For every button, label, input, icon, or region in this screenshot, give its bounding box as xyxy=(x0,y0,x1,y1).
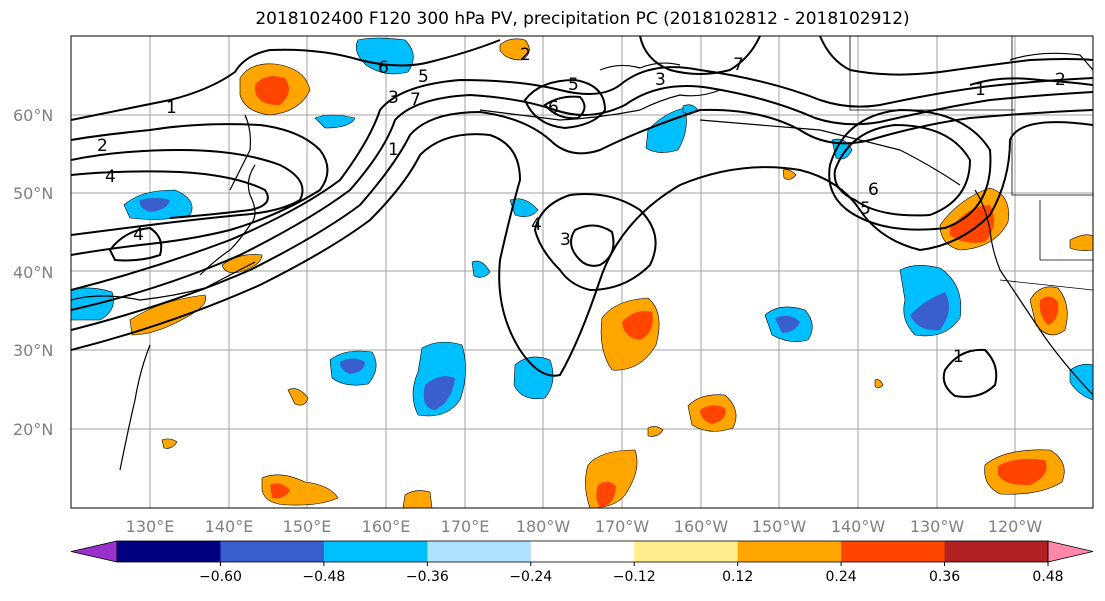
colorbar-tick-label: 0.36 xyxy=(929,569,960,585)
contour-label: 3 xyxy=(655,70,666,90)
colorbar-tick-label: −0.36 xyxy=(406,569,449,585)
contour-label: 1 xyxy=(953,347,964,367)
contour-label: 3 xyxy=(560,230,571,250)
colorbar xyxy=(70,540,1094,563)
colorbar-segment xyxy=(944,541,1049,562)
colorbar-tick-label: 0.12 xyxy=(722,569,753,585)
contour-label: 1 xyxy=(388,140,399,160)
colorbar-segment xyxy=(117,541,221,562)
contour-label: 5 xyxy=(860,199,871,219)
contour-label: 2 xyxy=(520,45,531,65)
lon-label: 160°W xyxy=(674,517,729,536)
contour-label: 6 xyxy=(868,180,879,200)
colorbar-tick-label: −0.60 xyxy=(199,569,242,585)
map-frame xyxy=(70,35,1094,509)
lat-label: 20°N xyxy=(13,420,53,439)
colorbar-tick-label: −0.12 xyxy=(613,569,656,585)
lon-label: 140°W xyxy=(831,517,886,536)
colorbar-tick-label: −0.48 xyxy=(302,569,345,585)
precip-shading xyxy=(71,37,1093,508)
contour-label: 4 xyxy=(105,167,116,187)
colorbar-frame xyxy=(116,540,1049,563)
coastlines xyxy=(71,52,1093,471)
lon-label: 150°W xyxy=(752,517,807,536)
contour-label: 5 xyxy=(418,67,429,87)
colorbar-segment xyxy=(323,541,428,562)
lon-labels: 130°E 140°E 150°E 160°E 170°E 180°W 170°… xyxy=(126,517,1043,536)
colorbar-segment xyxy=(634,541,739,562)
contour-label: 1 xyxy=(166,98,177,118)
lat-labels: 60°N 50°N 40°N 30°N 20°N xyxy=(13,106,53,439)
contour-label: 6 xyxy=(378,58,389,78)
map-title: 2018102400 F120 300 hPa PV, precipitatio… xyxy=(255,9,910,29)
colorbar-segment xyxy=(220,541,325,562)
lon-label: 130°E xyxy=(126,517,175,536)
colorbar-tick-label: 0.24 xyxy=(826,569,857,585)
lat-label: 40°N xyxy=(13,263,53,282)
borders xyxy=(849,36,1093,291)
contour-label: 4 xyxy=(133,225,144,245)
lat-label: 30°N xyxy=(13,341,53,360)
colorbar-tick-label: 0.48 xyxy=(1032,569,1063,585)
contour-label: 5 xyxy=(568,75,579,95)
lon-label: 150°E xyxy=(283,517,332,536)
contour-label: 3 xyxy=(388,88,399,108)
colorbar-segment xyxy=(530,541,635,562)
lon-label: 130°W xyxy=(910,517,965,536)
contour-label: 7 xyxy=(410,90,421,110)
colorbar-ticks: −0.60 −0.48 −0.36 −0.24 −0.12 0.12 0.24 0.36 0.4… xyxy=(199,562,1064,585)
contour-label: 6 xyxy=(548,98,559,118)
contour-label: 4 xyxy=(531,215,542,235)
contour-label: 1 xyxy=(975,80,986,100)
colorbar-segment xyxy=(737,541,842,562)
lon-label: 180°W xyxy=(516,517,571,536)
lon-label: 170°E xyxy=(441,517,490,536)
lon-label: 140°E xyxy=(205,517,254,536)
colorbar-segment xyxy=(841,541,946,562)
contour-label: 7 xyxy=(733,55,744,75)
lat-label: 50°N xyxy=(13,184,53,203)
contour-label: 2 xyxy=(97,136,108,156)
lon-label: 170°W xyxy=(595,517,650,536)
contour-labels: 1 2 4 6 5 3 7 1 2 4 3 6 5 3 4 7 2 1 6 5 … xyxy=(97,45,1066,367)
contour-label: 2 xyxy=(1055,70,1066,90)
lat-label: 60°N xyxy=(13,106,53,125)
lon-label: 160°E xyxy=(362,517,411,536)
colorbar-tick-label: −0.24 xyxy=(509,569,552,585)
lon-label: 120°W xyxy=(988,517,1043,536)
colorbar-extend-high xyxy=(1047,540,1094,563)
colorbar-extend-low xyxy=(70,540,118,563)
colorbar-segment xyxy=(427,541,532,562)
pv-contours xyxy=(71,36,1093,398)
